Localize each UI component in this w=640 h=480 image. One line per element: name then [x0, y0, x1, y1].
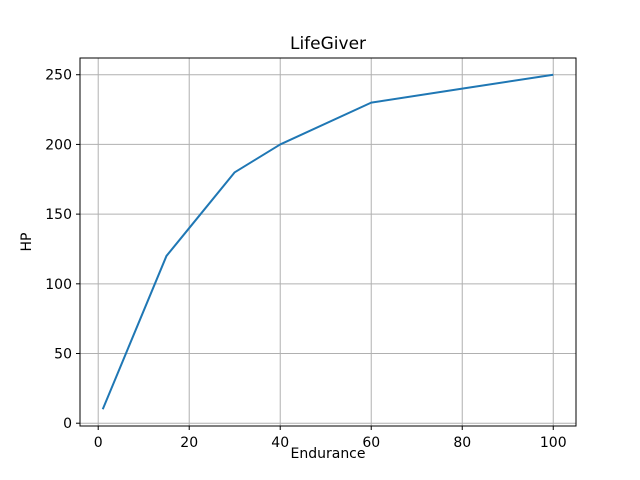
- x-tick-label: 100: [540, 435, 567, 451]
- axis-ticks: [76, 74, 554, 430]
- y-tick-label: 250: [45, 68, 72, 84]
- x-tick-label: 60: [362, 435, 380, 451]
- grid-lines: [80, 58, 576, 426]
- chart-title: LifeGiver: [290, 34, 366, 54]
- y-tick-label: 0: [63, 416, 72, 432]
- x-axis-label: Endurance: [291, 446, 366, 462]
- plot-border: [79, 57, 577, 427]
- x-tick-label: 40: [271, 435, 289, 451]
- y-tick-label: 50: [54, 347, 72, 363]
- x-tick-label: 20: [180, 435, 198, 451]
- y-axis-label: HP: [19, 233, 35, 252]
- data-series: [101, 73, 554, 410]
- y-tick-label: 200: [45, 137, 72, 153]
- x-tick-label: 0: [94, 435, 103, 451]
- y-tick-label: 100: [45, 277, 72, 293]
- y-tick-label: 150: [45, 207, 72, 223]
- hp-curve-line: [101, 73, 554, 410]
- tick-labels: 0 20 40 60 80 100 0 50 100 150 200 250: [45, 68, 566, 451]
- x-tick-label: 80: [453, 435, 471, 451]
